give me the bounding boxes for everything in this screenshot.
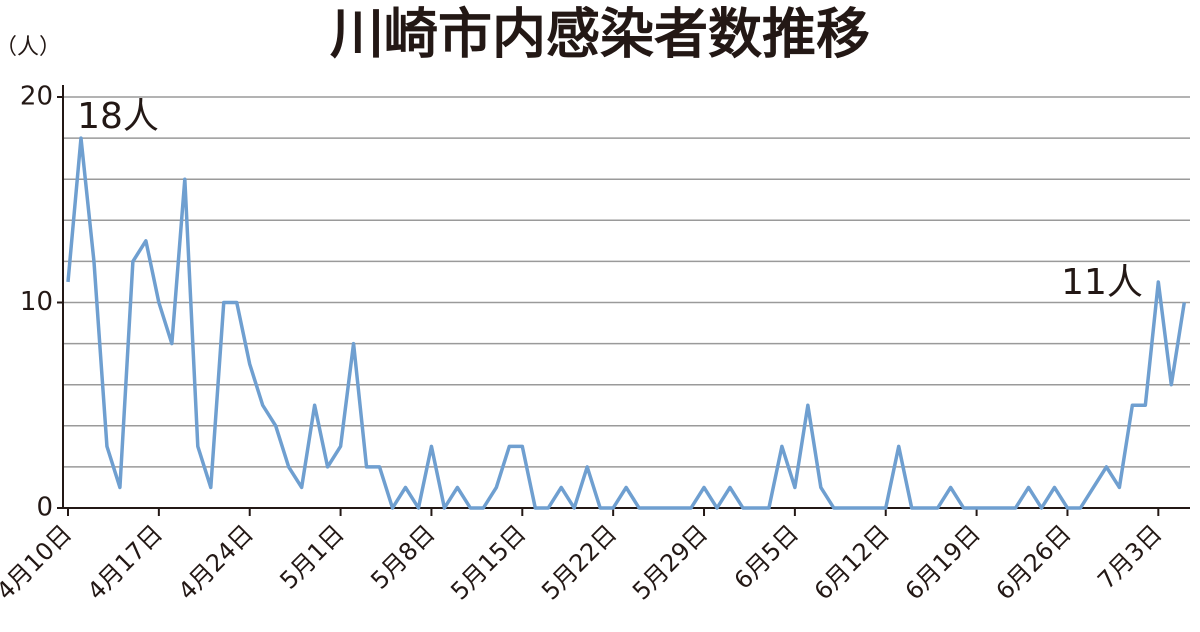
y-tick-label: 10 xyxy=(20,287,53,317)
y-tick-label: 20 xyxy=(20,82,53,112)
line xyxy=(66,136,1187,510)
x-tick-label: 5月1日 xyxy=(274,519,349,594)
x-tick-label: 7月3日 xyxy=(1092,519,1167,594)
x-tick-label: 6月26日 xyxy=(991,519,1077,605)
x-tick-label: 5月22日 xyxy=(536,519,622,605)
x-tick-label: 5月8日 xyxy=(365,519,440,594)
y-tick-label: 0 xyxy=(36,493,53,523)
chart-title: 川崎市内感染者数推移 xyxy=(330,3,870,66)
x-tick-label: 4月17日 xyxy=(82,519,168,605)
y-unit: （人） xyxy=(0,35,61,60)
x-tick-label: 6月12日 xyxy=(809,519,895,605)
x-tick-label: 4月10日 xyxy=(0,519,77,605)
annotation: 11人 xyxy=(1061,262,1143,303)
annotation: 18人 xyxy=(77,96,159,137)
x-tick-label: 6月19日 xyxy=(900,519,986,605)
x-tick-label: 4月24日 xyxy=(173,519,259,605)
x-tick-label: 5月15日 xyxy=(445,519,531,605)
x-tick-label: 5月29日 xyxy=(627,519,713,605)
x-tick-label: 6月5日 xyxy=(729,519,804,594)
